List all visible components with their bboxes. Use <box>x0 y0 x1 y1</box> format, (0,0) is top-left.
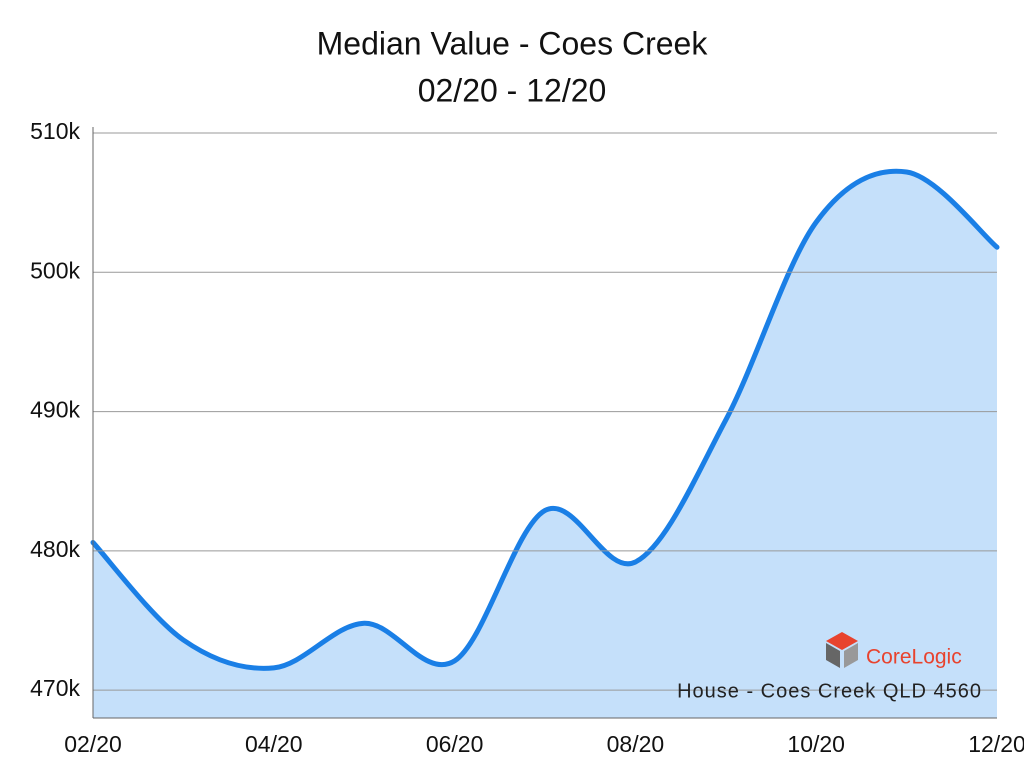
logo-icon <box>844 643 858 668</box>
y-tick-label: 510k <box>30 118 80 144</box>
logo-icon <box>826 632 858 650</box>
plot <box>90 168 1000 718</box>
y-tick-label: 490k <box>30 397 80 423</box>
x-tick-label: 08/20 <box>607 731 665 757</box>
chart-title: Median Value - Coes Creek <box>317 25 709 61</box>
x-tick-label: 10/20 <box>787 731 845 757</box>
y-tick-label: 480k <box>30 536 80 562</box>
y-tick-label: 470k <box>30 675 80 701</box>
series-annotation: House - Coes Creek QLD 4560 <box>677 680 982 702</box>
logo-icon <box>826 643 840 668</box>
area <box>93 171 997 718</box>
x-tick-label: 06/20 <box>426 731 484 757</box>
x-tick-label: 12/20 <box>968 731 1024 757</box>
grid <box>93 132 997 691</box>
logo: CoreLogic <box>826 632 962 669</box>
x-tick-label: 04/20 <box>245 731 303 757</box>
y-tick-label: 500k <box>30 257 80 283</box>
line <box>90 168 1000 671</box>
logo-text: CoreLogic <box>866 646 962 669</box>
x-tick-label: 02/20 <box>64 731 122 757</box>
chart-subtitle: 02/20 - 12/20 <box>418 72 607 108</box>
